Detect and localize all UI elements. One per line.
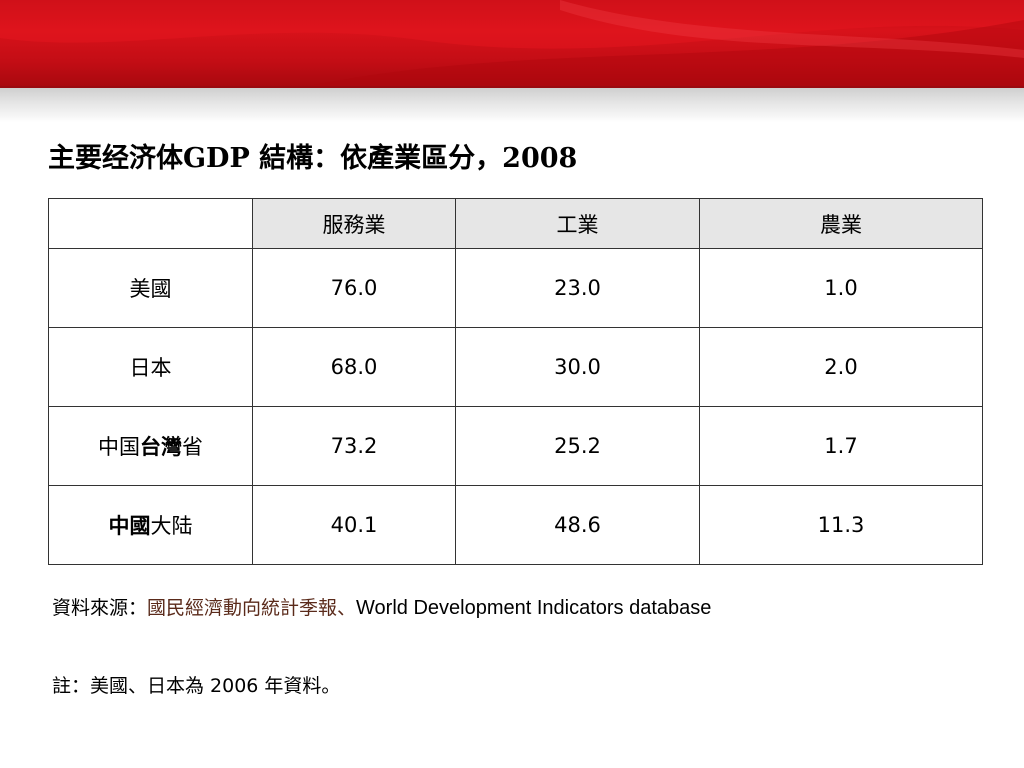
cell-agriculture: 1.0 bbox=[699, 248, 983, 328]
row-label-taiwan-part-2: 台灣 bbox=[140, 435, 182, 459]
row-label-taiwan-part-3: 省 bbox=[182, 435, 203, 459]
table-row: 中國大陆 40.1 48.6 11.3 bbox=[48, 485, 983, 565]
banner-divider bbox=[0, 86, 1024, 88]
row-label-usa: 美國 bbox=[48, 248, 253, 328]
source-prefix: 資料來源： bbox=[52, 597, 148, 619]
source-citation: 資料來源：國民經濟動向統計季報、World Development Indica… bbox=[52, 593, 711, 620]
row-label-mainland-china: 中國大陆 bbox=[48, 485, 253, 565]
cell-industry: 25.2 bbox=[455, 406, 700, 486]
row-label-japan-text: 日本 bbox=[129, 356, 172, 380]
column-header-industry: 工業 bbox=[455, 198, 700, 249]
table-row: 中国台灣省 73.2 25.2 1.7 bbox=[48, 406, 983, 486]
cell-industry: 48.6 bbox=[455, 485, 700, 565]
row-label-japan: 日本 bbox=[48, 327, 253, 407]
cell-services: 40.1 bbox=[252, 485, 456, 565]
source-publication: 國民經濟動向統計季報、 bbox=[147, 597, 357, 619]
cell-agriculture: 1.7 bbox=[699, 406, 983, 486]
row-label-usa-text: 美國 bbox=[129, 277, 172, 301]
source-database: World Development Indicators database bbox=[356, 597, 712, 619]
cell-services: 76.0 bbox=[252, 248, 456, 328]
cell-industry: 23.0 bbox=[455, 248, 700, 328]
gray-band bbox=[0, 88, 1024, 122]
cell-services: 68.0 bbox=[252, 327, 456, 407]
banner-swoosh-graphic bbox=[0, 0, 1024, 88]
column-header-agriculture: 農業 bbox=[699, 198, 983, 249]
cell-agriculture: 2.0 bbox=[699, 327, 983, 407]
row-label-taiwan: 中国台灣省 bbox=[48, 406, 253, 486]
cell-industry: 30.0 bbox=[455, 327, 700, 407]
page-title: 主要经济体GDP 結構：依產業區分，2008 bbox=[48, 143, 578, 174]
footnote: 註：美國、日本為 2006 年資料。 bbox=[52, 675, 341, 697]
row-label-mainland-part-1: 中國 bbox=[108, 514, 151, 538]
table-header-row: 服務業 工業 農業 bbox=[48, 198, 983, 249]
row-label-mainland-part-2: 大陆 bbox=[150, 514, 193, 538]
column-header-services: 服務業 bbox=[252, 198, 456, 249]
gdp-structure-table: 服務業 工業 農業 美國 76.0 23.0 1.0 日本 68.0 30.0 … bbox=[48, 198, 983, 565]
table-row: 美國 76.0 23.0 1.0 bbox=[48, 248, 983, 328]
table-row: 日本 68.0 30.0 2.0 bbox=[48, 327, 983, 407]
cell-services: 73.2 bbox=[252, 406, 456, 486]
header-banner bbox=[0, 0, 1024, 88]
table-corner-cell bbox=[48, 198, 253, 249]
cell-agriculture: 11.3 bbox=[699, 485, 983, 565]
row-label-taiwan-part-1: 中国 bbox=[98, 435, 140, 459]
